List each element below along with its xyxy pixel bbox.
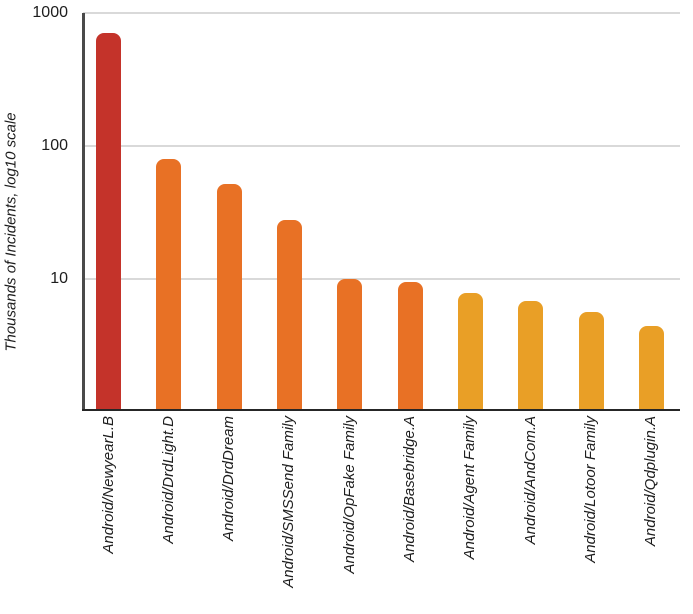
- bar: [457, 293, 483, 410]
- x-axis-label: Android/Lotoor Family: [582, 416, 600, 563]
- bar: [216, 183, 242, 410]
- bar: [397, 281, 423, 410]
- bar: [518, 301, 544, 410]
- x-axis-label: Android/DrdDream: [220, 416, 238, 542]
- x-axis-label: Android/Qdplugin.A: [642, 416, 660, 547]
- x-axis-label: Android/Basebridge.A: [401, 416, 419, 562]
- bar: [337, 279, 363, 410]
- x-axis-label: Android/DrdLight.D: [159, 416, 177, 544]
- x-axis-line: [82, 409, 680, 411]
- x-axis-label: Android/Agent Family: [461, 416, 479, 560]
- gridline-1000: [83, 12, 680, 14]
- x-axis-label: Android/AndCom.A: [521, 416, 539, 545]
- bar: [276, 219, 302, 410]
- gridline-100: [83, 145, 680, 147]
- gridline-10: [83, 278, 680, 280]
- bar: [96, 32, 121, 410]
- bar: [578, 312, 604, 410]
- x-axis-label: Android/NewyearL.B: [99, 416, 117, 554]
- y-tick-label: 1000: [32, 4, 68, 21]
- y-tick-label: 10: [50, 270, 68, 287]
- bar: [638, 326, 664, 410]
- bar: [156, 158, 182, 410]
- y-tick-label: 100: [41, 137, 68, 154]
- y-axis-line: [82, 13, 85, 411]
- x-axis-label: Android/OpFake Family: [340, 416, 358, 574]
- x-axis-label: Android/SMSSend Family: [280, 416, 298, 588]
